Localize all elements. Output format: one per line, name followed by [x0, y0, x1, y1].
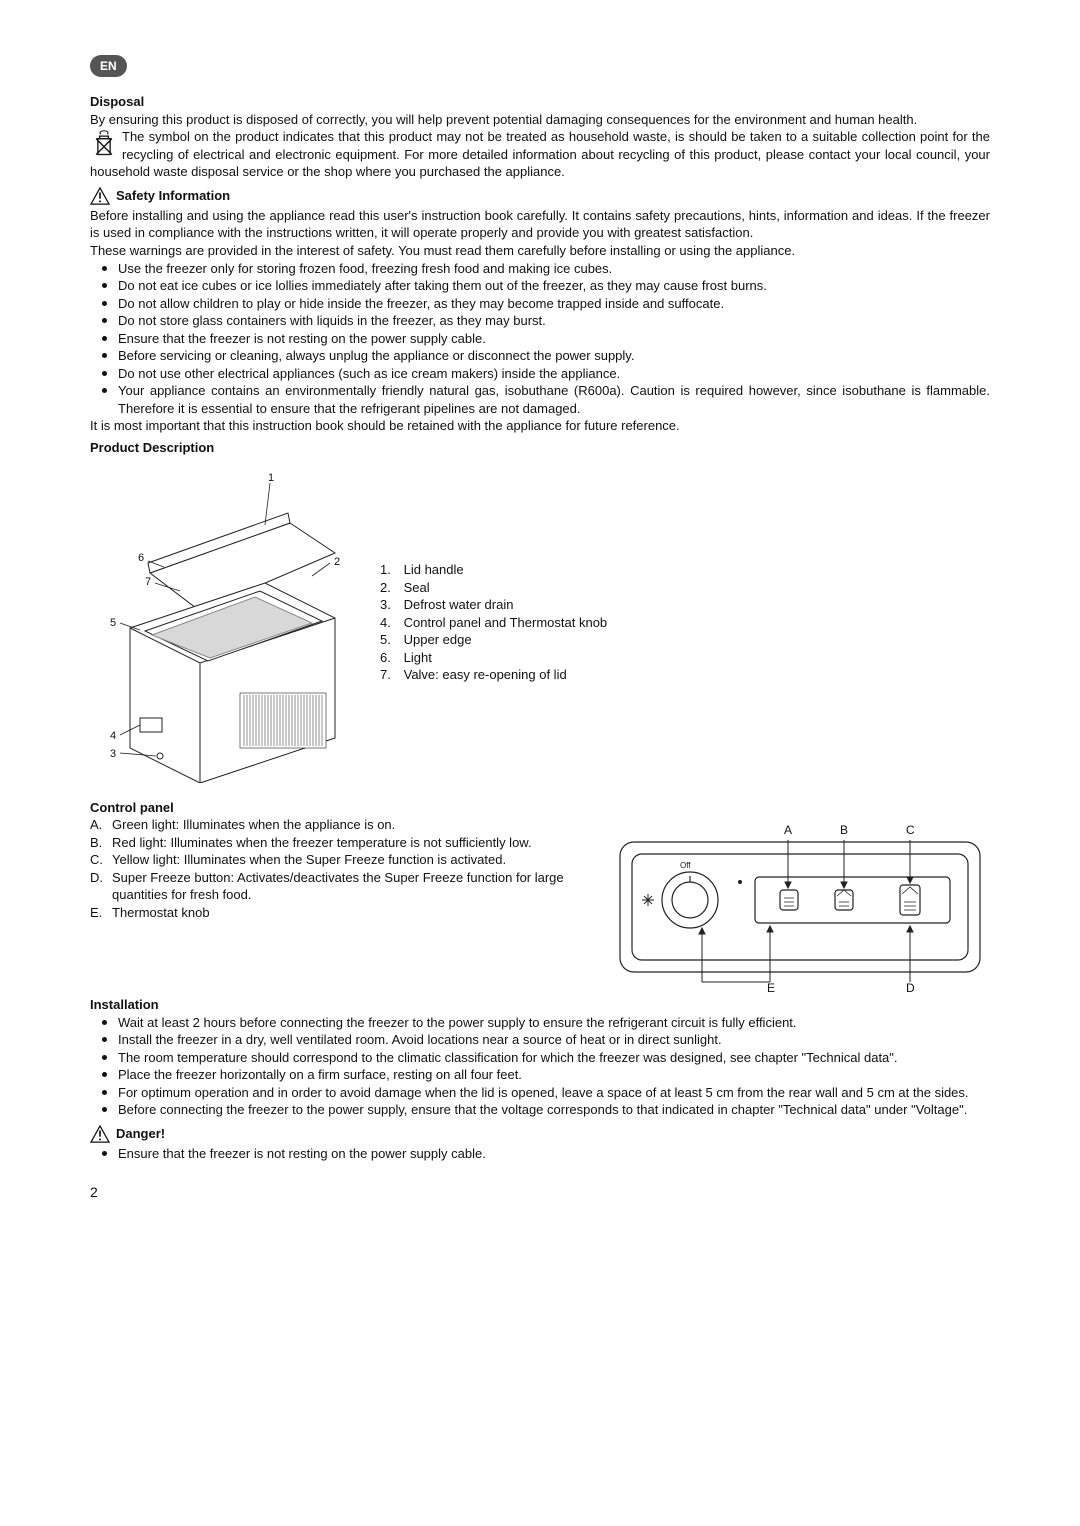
- installation-bullet: Install the freezer in a dry, well venti…: [118, 1031, 990, 1049]
- product-part-item: 7. Valve: easy re-opening of lid: [380, 666, 607, 684]
- safety-bullet: Do not store glass containers with liqui…: [118, 312, 990, 330]
- product-part-item: 1. Lid handle: [380, 561, 607, 579]
- safety-bullet: Your appliance contains an environmental…: [118, 382, 990, 417]
- product-part-item: 6. Light: [380, 649, 607, 667]
- control-heading: Control panel: [90, 799, 990, 817]
- product-part-item: 3. Defrost water drain: [380, 596, 607, 614]
- panel-label-e: E: [767, 981, 775, 992]
- safety-outro: It is most important that this instructi…: [90, 417, 990, 435]
- panel-label-off: Off: [680, 861, 691, 870]
- safety-bullet: Ensure that the freezer is not resting o…: [118, 330, 990, 348]
- safety-bullet: Do not allow children to play or hide in…: [118, 295, 990, 313]
- diagram-label-5: 5: [110, 617, 116, 629]
- disposal-paragraph-2: The symbol on the product indicates that…: [90, 128, 990, 181]
- language-badge: EN: [90, 55, 127, 77]
- safety-bullet: Use the freezer only for storing frozen …: [118, 260, 990, 278]
- control-items-list: A.Green light: Illuminates when the appl…: [90, 816, 590, 921]
- control-item: B.Red light: Illuminates when the freeze…: [90, 834, 590, 852]
- diagram-label-2: 2: [334, 556, 340, 568]
- panel-label-a: A: [784, 823, 792, 837]
- recycle-bin-icon: [90, 130, 118, 158]
- warning-triangle-icon: [90, 1125, 110, 1143]
- product-part-item: 5. Upper edge: [380, 631, 607, 649]
- product-part-item: 4. Control panel and Thermostat knob: [380, 614, 607, 632]
- control-item: E.Thermostat knob: [90, 904, 590, 922]
- installation-bullet-list: Wait at least 2 hours before connecting …: [90, 1014, 990, 1119]
- disposal-paragraph-1: By ensuring this product is disposed of …: [90, 111, 990, 129]
- control-panel-diagram: A B C D E Off: [610, 822, 990, 992]
- safety-bullet-list: Use the freezer only for storing frozen …: [90, 260, 990, 418]
- diagram-label-6: 6: [138, 552, 144, 564]
- product-parts-list: 1. Lid handle2. Seal3. Defrost water dra…: [380, 561, 607, 684]
- safety-heading: Safety Information: [116, 187, 230, 205]
- product-heading: Product Description: [90, 439, 990, 457]
- panel-label-b: B: [840, 823, 848, 837]
- disposal-heading: Disposal: [90, 93, 990, 111]
- installation-bullet: For optimum operation and in order to av…: [118, 1084, 990, 1102]
- danger-heading-row: Danger!: [90, 1125, 990, 1143]
- freezer-diagram: 1 2 3 4 5 6 7: [90, 463, 350, 783]
- safety-bullet: Do not eat ice cubes or ice lollies imme…: [118, 277, 990, 295]
- diagram-label-7: 7: [145, 576, 151, 588]
- installation-bullet: Before connecting the freezer to the pow…: [118, 1101, 990, 1119]
- installation-bullet: Wait at least 2 hours before connecting …: [118, 1014, 990, 1032]
- safety-intro-1: Before installing and using the applianc…: [90, 207, 990, 242]
- installation-bullet: The room temperature should correspond t…: [118, 1049, 990, 1067]
- warning-triangle-icon: [90, 187, 110, 205]
- control-item: A.Green light: Illuminates when the appl…: [90, 816, 590, 834]
- diagram-label-3: 3: [110, 748, 116, 760]
- diagram-label-4: 4: [110, 730, 116, 742]
- safety-intro-2: These warnings are provided in the inter…: [90, 242, 990, 260]
- danger-bullet-list: Ensure that the freezer is not resting o…: [90, 1145, 990, 1163]
- control-item: C.Yellow light: Illuminates when the Sup…: [90, 851, 590, 869]
- danger-bullet: Ensure that the freezer is not resting o…: [118, 1145, 990, 1163]
- danger-heading: Danger!: [116, 1125, 165, 1143]
- safety-bullet: Do not use other electrical appliances (…: [118, 365, 990, 383]
- page-number: 2: [90, 1183, 990, 1202]
- panel-label-c: C: [906, 823, 915, 837]
- product-part-item: 2. Seal: [380, 579, 607, 597]
- diagram-label-1: 1: [268, 472, 274, 484]
- safety-bullet: Before servicing or cleaning, always unp…: [118, 347, 990, 365]
- control-item: D.Super Freeze button: Activates/deactiv…: [90, 869, 590, 904]
- installation-bullet: Place the freezer horizontally on a firm…: [118, 1066, 990, 1084]
- installation-heading: Installation: [90, 996, 990, 1014]
- panel-label-d: D: [906, 981, 915, 992]
- safety-heading-row: Safety Information: [90, 187, 990, 205]
